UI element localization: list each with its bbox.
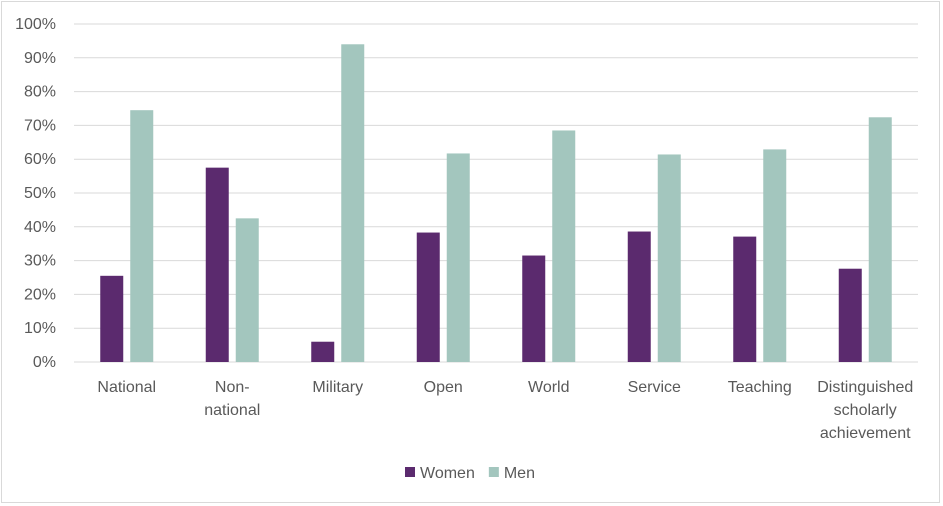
- y-tick-label: 20%: [24, 286, 56, 303]
- bar-men: [763, 149, 787, 362]
- x-tick-label: Military: [312, 379, 363, 396]
- y-tick-label: 40%: [24, 219, 56, 236]
- bar-women: [205, 167, 229, 362]
- bar-women: [733, 236, 757, 362]
- x-tick-label: achievement: [820, 425, 911, 442]
- x-tick-label: scholarly: [834, 402, 897, 419]
- bar-women: [416, 232, 440, 362]
- bar-men: [341, 44, 365, 362]
- x-tick-label: Teaching: [728, 379, 792, 396]
- legend-swatch-women: [405, 467, 415, 477]
- bar-men: [552, 130, 576, 362]
- bar-women: [838, 268, 862, 362]
- y-tick-label: 10%: [24, 320, 56, 337]
- bar-women: [311, 341, 335, 362]
- y-tick-label: 0%: [33, 354, 56, 371]
- bar-men: [657, 154, 681, 362]
- x-tick-label: World: [528, 379, 570, 396]
- bar-women: [627, 231, 651, 362]
- y-tick-label: 80%: [24, 84, 56, 101]
- bar-women: [100, 275, 124, 362]
- x-tick-label: Open: [424, 379, 463, 396]
- x-tick-label: national: [204, 402, 260, 419]
- bar-men: [130, 110, 154, 362]
- legend-label-women: Women: [420, 465, 475, 482]
- bar-men: [868, 117, 892, 363]
- legend-swatch-men: [488, 467, 499, 477]
- y-tick-label: 100%: [15, 16, 56, 33]
- x-tick-label: Distinguished: [817, 379, 913, 396]
- y-tick-label: 70%: [24, 117, 56, 134]
- bar-women: [522, 255, 546, 362]
- x-tick-label: National: [97, 379, 156, 396]
- bar-men: [446, 153, 470, 362]
- legend-label-men: Men: [504, 465, 535, 482]
- bar-men: [235, 218, 259, 362]
- x-tick-label: Non-: [215, 379, 250, 396]
- y-tick-label: 90%: [24, 50, 56, 67]
- y-tick-label: 50%: [24, 185, 56, 202]
- y-tick-label: 30%: [24, 253, 56, 270]
- x-tick-label: Service: [628, 379, 681, 396]
- y-tick-label: 60%: [24, 151, 56, 168]
